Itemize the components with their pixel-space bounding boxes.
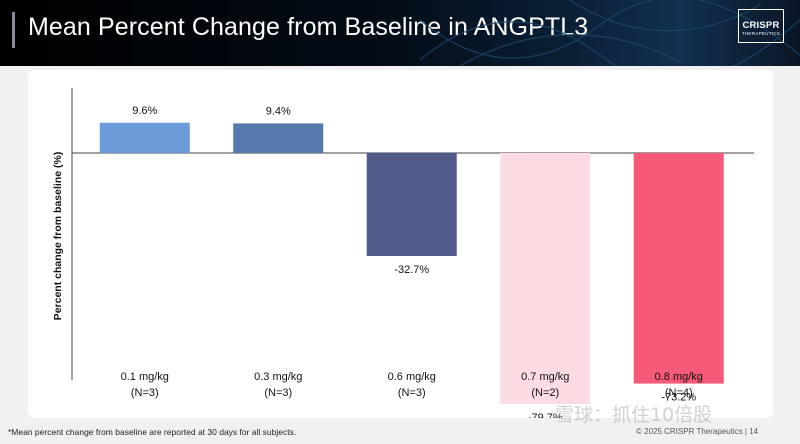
dna-decoration <box>420 0 800 66</box>
x-tick-dose-4: 0.7 mg/kg <box>521 371 569 383</box>
watermark: 雪球：抓住10倍股 <box>555 404 713 426</box>
x-tick-dose-3: 0.6 mg/kg <box>388 371 436 383</box>
footnote: *Mean percent change from baseline are r… <box>8 427 297 437</box>
copyright: © 2025 CRISPR Therapeutics | 14 <box>636 427 759 436</box>
x-tick-n-2: (N=3) <box>264 387 292 399</box>
x-tick-dose-2: 0.3 mg/kg <box>254 371 302 383</box>
bar-chart: Percent change from baseline (%) 9.6% 0.1 … <box>52 88 754 418</box>
data-label-2: 9.4% <box>266 105 291 117</box>
bar-5 <box>633 153 724 384</box>
x-tick-n-3: (N=3) <box>398 387 426 399</box>
data-label-5: -73.2% <box>661 392 696 404</box>
data-label-4: -79.7% <box>528 412 563 418</box>
bar-2 <box>233 123 324 153</box>
crispr-logo: CRISPR THERAPEUTICS <box>738 9 784 43</box>
y-axis-label: Percent change from baseline (%) <box>52 152 64 321</box>
bar-1 <box>99 122 190 153</box>
page-title: Mean Percent Change from Baseline in ANG… <box>28 13 589 41</box>
x-tick-dose-5: 0.8 mg/kg <box>655 371 703 383</box>
data-label-1: 9.6% <box>132 105 157 117</box>
x-tick-n-1: (N=3) <box>131 387 159 399</box>
header-bar: Mean Percent Change from Baseline in ANG… <box>0 0 800 66</box>
chart-card: Percent change from baseline (%) 9.6% 0.1 … <box>28 70 773 418</box>
x-tick-dose-1: 0.1 mg/kg <box>121 371 169 383</box>
data-label-3: -32.7% <box>394 264 429 276</box>
bar-3 <box>366 153 457 257</box>
header-accent-bar <box>12 12 15 48</box>
x-tick-n-4: (N=2) <box>531 387 559 399</box>
bar-4 <box>500 153 591 405</box>
x-tick-n-5: (N=4) <box>665 387 693 399</box>
